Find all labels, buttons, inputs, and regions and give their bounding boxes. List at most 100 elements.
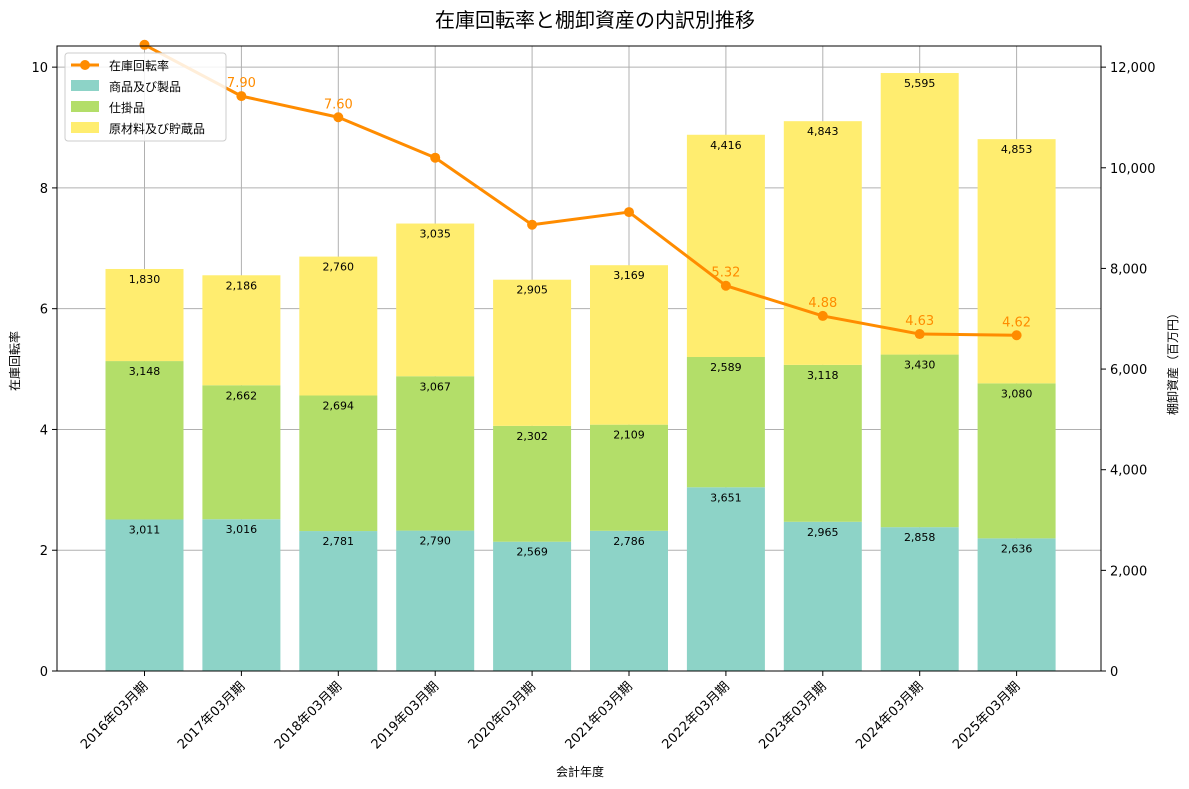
bar-segment bbox=[977, 139, 1056, 384]
bar-segment bbox=[783, 521, 862, 671]
bar-value-label: 2,790 bbox=[419, 535, 451, 548]
bar-value-label: 2,662 bbox=[226, 389, 258, 402]
x-tick-label: 2023年03月期 bbox=[756, 679, 829, 752]
y-right-tick-label: 10,000 bbox=[1110, 162, 1156, 177]
bar-segment bbox=[783, 121, 862, 365]
bar-labels: 3,011 3,148 1,830 3,016 2,662 2,186 2,781 2,694… bbox=[129, 77, 1033, 559]
bar-segment bbox=[977, 538, 1056, 671]
bar-segment bbox=[202, 385, 281, 520]
bar-value-label: 1,830 bbox=[129, 273, 161, 286]
bar-value-label: 2,965 bbox=[807, 526, 839, 539]
bar-segment bbox=[880, 354, 959, 528]
bar-segment bbox=[880, 73, 959, 355]
turnover-point bbox=[1011, 330, 1022, 341]
legend-marker bbox=[80, 60, 90, 70]
bar-segment bbox=[686, 134, 765, 357]
bar-segment bbox=[396, 223, 475, 377]
bar-value-label: 3,651 bbox=[710, 491, 742, 504]
bar-value-label: 3,169 bbox=[613, 269, 645, 282]
legend-label: 在庫回転率 bbox=[109, 58, 169, 73]
legend-label: 仕掛品 bbox=[109, 100, 145, 115]
bar-value-label: 2,786 bbox=[613, 535, 645, 548]
legend-swatch bbox=[71, 122, 99, 133]
turnover-value-label: 4.62 bbox=[1002, 315, 1031, 330]
bar-value-label: 3,035 bbox=[419, 228, 451, 241]
turnover-line-path bbox=[143, 43, 1017, 337]
bar-value-label: 4,853 bbox=[1001, 143, 1033, 156]
y-right-tick-label: 8,000 bbox=[1110, 262, 1147, 277]
bar-segment bbox=[590, 265, 668, 425]
bar-value-label: 3,430 bbox=[904, 359, 936, 372]
y-left-tick-label: 8 bbox=[40, 182, 48, 197]
bar-value-label: 2,186 bbox=[226, 279, 258, 292]
turnover-point bbox=[430, 152, 441, 163]
bar-value-label: 2,858 bbox=[904, 531, 936, 544]
turnover-line: 7.90 7.60 5.32 4.88 4.63 4.62 bbox=[139, 39, 1031, 341]
bar-value-label: 4,416 bbox=[710, 139, 742, 152]
x-tick-label: 2018年03月期 bbox=[272, 679, 345, 752]
y-axis-right-label: 棚卸資産（百万円） bbox=[1165, 307, 1180, 415]
turnover-point bbox=[139, 39, 150, 50]
bar-segment bbox=[105, 361, 184, 520]
bar-value-label: 2,589 bbox=[710, 361, 742, 374]
y-left-tick-label: 2 bbox=[40, 544, 48, 559]
legend-label: 原材料及び貯蔵品 bbox=[109, 122, 205, 136]
turnover-point bbox=[624, 207, 634, 218]
bar-value-label: 2,109 bbox=[613, 429, 645, 442]
y-right-tick-label: 4,000 bbox=[1110, 464, 1147, 479]
bar-segment bbox=[590, 530, 668, 671]
bar-value-label: 5,595 bbox=[904, 77, 936, 90]
y-left-tick-label: 0 bbox=[40, 665, 48, 680]
legend-label: 商品及び製品 bbox=[109, 79, 181, 94]
bar-segment bbox=[590, 424, 668, 531]
legend-swatch bbox=[71, 101, 99, 112]
bar-value-label: 2,636 bbox=[1001, 542, 1033, 555]
bar-segment bbox=[686, 356, 765, 488]
y-right-tick-label: 2,000 bbox=[1110, 564, 1147, 579]
bar-value-label: 2,781 bbox=[323, 535, 355, 548]
x-tick-label: 2021年03月期 bbox=[563, 679, 636, 752]
turnover-point bbox=[720, 280, 731, 291]
x-axis-label: 会計年度 bbox=[556, 764, 604, 779]
bar-segment bbox=[105, 268, 184, 362]
y-right-tick-label: 12,000 bbox=[1110, 61, 1156, 76]
bar-value-label: 3,016 bbox=[226, 523, 258, 536]
bar-segment bbox=[396, 530, 475, 671]
bar-value-label: 3,067 bbox=[419, 380, 451, 393]
turnover-value-label: 7.90 bbox=[227, 76, 256, 91]
legend-box bbox=[64, 52, 227, 142]
bar-value-label: 4,843 bbox=[807, 125, 839, 138]
bar-segment bbox=[299, 531, 378, 671]
bar-segment bbox=[202, 275, 281, 386]
bar-segment bbox=[880, 527, 959, 671]
bar-segment bbox=[493, 541, 572, 671]
turnover-point bbox=[817, 310, 828, 321]
x-tick-label: 2016年03月期 bbox=[78, 679, 151, 752]
y-axis-left-label: 在庫回転率 bbox=[7, 331, 22, 391]
bar-segment bbox=[977, 383, 1056, 539]
bar-segment bbox=[299, 256, 378, 396]
bar-value-label: 3,080 bbox=[1001, 387, 1033, 400]
bar-segment bbox=[493, 279, 572, 426]
turnover-point bbox=[333, 112, 344, 123]
turnover-value-label: 4.88 bbox=[808, 296, 837, 311]
turnover-point bbox=[236, 91, 247, 102]
chart-title: 在庫回転率と棚卸資産の内訳別推移 bbox=[435, 8, 755, 32]
bar-segment bbox=[105, 519, 184, 671]
bar-value-label: 2,760 bbox=[323, 261, 355, 274]
bar-value-label: 2,569 bbox=[516, 546, 548, 559]
turnover-value-label: 7.60 bbox=[324, 97, 353, 112]
x-tick-label: 2022年03月期 bbox=[659, 679, 732, 752]
turnover-value-label: 5.32 bbox=[711, 266, 740, 281]
x-tick-label: 2024年03月期 bbox=[853, 679, 926, 752]
bar-value-label: 3,148 bbox=[129, 365, 161, 378]
bar-value-label: 2,905 bbox=[516, 284, 548, 297]
y-left-tick-label: 6 bbox=[40, 303, 48, 318]
bar-segment bbox=[493, 425, 572, 542]
x-tick-label: 2017年03月期 bbox=[175, 679, 248, 752]
y-right-tick-label: 6,000 bbox=[1110, 363, 1147, 378]
bar-segment bbox=[202, 519, 281, 671]
y-left-tick-label: 4 bbox=[40, 423, 48, 438]
